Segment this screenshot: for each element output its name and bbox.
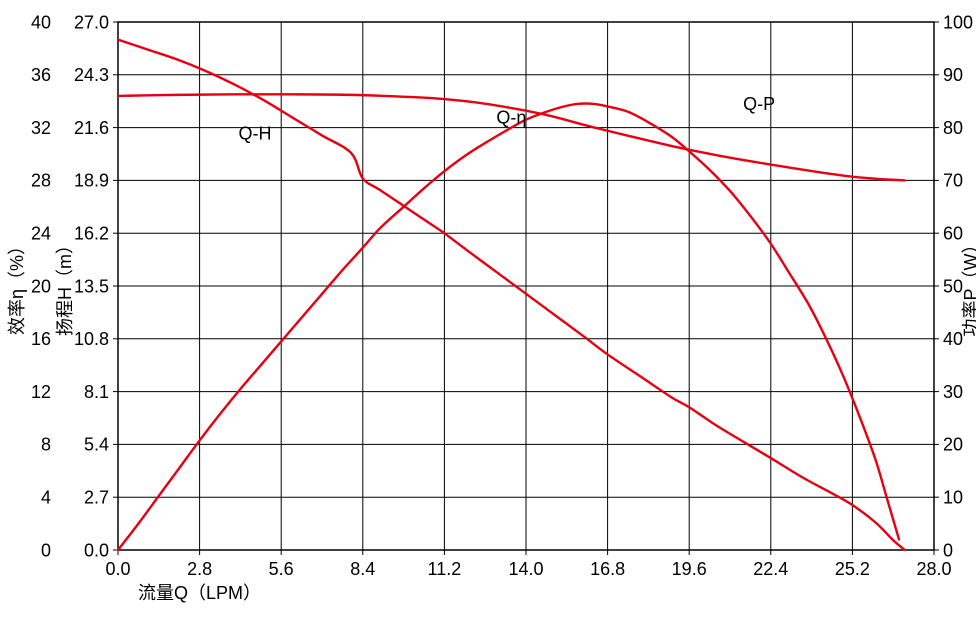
yr-tick-label: 30 [943, 382, 963, 402]
x-tick-label: 22.4 [753, 559, 788, 579]
x-tick-label: 0.0 [105, 559, 130, 579]
y2-tick-label: 21.6 [74, 118, 109, 138]
y2-tick-label: 0.0 [84, 540, 109, 560]
y2-tick-label: 13.5 [74, 276, 109, 296]
y1-tick-label: 4 [41, 488, 51, 508]
y1-tick-label: 12 [31, 382, 51, 402]
yr-tick-label: 70 [943, 171, 963, 191]
x-tick-label: 8.4 [350, 559, 375, 579]
y1-tick-label: 24 [31, 224, 51, 244]
x-tick-label: 5.6 [269, 559, 294, 579]
x-axis-title: 流量Q（LPM） [138, 583, 261, 603]
x-tick-label: 19.6 [672, 559, 707, 579]
y1-tick-label: 20 [31, 276, 51, 296]
x-tick-label: 14.0 [508, 559, 543, 579]
x-tick-label: 2.8 [187, 559, 212, 579]
y1-tick-label: 0 [41, 540, 51, 560]
y2-tick-label: 2.7 [84, 488, 109, 508]
y2-tick-label: 8.1 [84, 382, 109, 402]
x-tick-label: 16.8 [590, 559, 625, 579]
y1-axis-title: 效率η（%） [7, 237, 27, 335]
yr-tick-label: 90 [943, 65, 963, 85]
series-label-QP: Q-P [743, 94, 775, 114]
yr-tick-label: 100 [943, 12, 973, 32]
y1-tick-label: 16 [31, 329, 51, 349]
y2-tick-label: 24.3 [74, 65, 109, 85]
pump-curve-chart: 0.0 2.8 5.6 8.4 11.2 14.0 16.8 19.6 22.4 25.2 28.0… [0, 0, 976, 622]
x-tick-label: 11.2 [428, 559, 462, 579]
y2-tick-label: 27.0 [74, 12, 109, 32]
y1-tick-label: 28 [31, 171, 51, 191]
y1-tick-label: 32 [31, 118, 51, 138]
yr-tick-label: 0 [943, 540, 953, 560]
y2-tick-label: 10.8 [74, 329, 109, 349]
y1-tick-label: 40 [31, 12, 51, 32]
yr-tick-label: 10 [943, 488, 963, 508]
yr-tick-label: 80 [943, 118, 963, 138]
y1-tick-label: 36 [31, 65, 51, 85]
y2-tick-label: 16.2 [74, 224, 109, 244]
yr-tick-label: 20 [943, 435, 963, 455]
y2-tick-label: 5.4 [84, 435, 109, 455]
y2-axis-title: 扬程H（m） [55, 236, 75, 336]
y1-tick-label: 8 [41, 435, 51, 455]
y2-tick-label: 18.9 [74, 171, 109, 191]
series-label-QH: Q-H [238, 123, 271, 143]
x-tick-label: 28.0 [916, 559, 951, 579]
x-tick-label: 25.2 [835, 559, 870, 579]
yr-axis-title: 功率P（W） [961, 236, 976, 337]
